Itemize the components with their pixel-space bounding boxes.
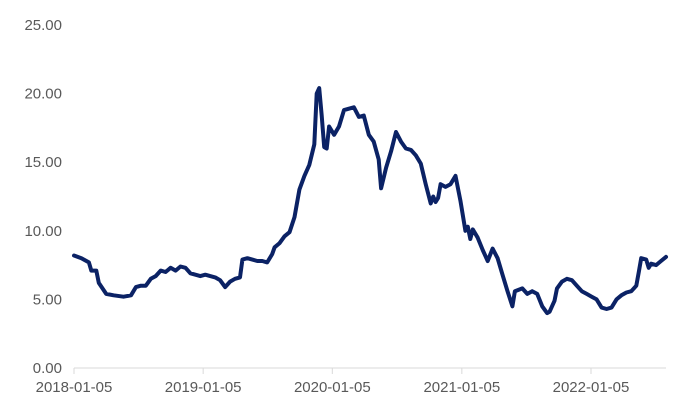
y-tick-label: 25.00 <box>24 17 62 34</box>
x-tick-label: 2020-01-05 <box>294 379 371 396</box>
y-axis-labels: 0.00 5.00 10.00 15.00 20.00 25.00 <box>24 17 62 377</box>
y-tick-label: 0.00 <box>33 360 62 377</box>
y-tick-label: 10.00 <box>24 223 62 240</box>
x-tick-label: 2018-01-05 <box>36 379 113 396</box>
y-tick-label: 20.00 <box>24 86 62 103</box>
x-axis-ticks <box>73 368 592 374</box>
y-tick-label: 5.00 <box>33 291 62 308</box>
x-axis-labels: 2018-01-05 2019-01-05 2020-01-05 2021-01-05… <box>36 379 630 396</box>
x-tick-label: 2019-01-05 <box>165 379 242 396</box>
x-tick-label: 2021-01-05 <box>423 379 500 396</box>
series-line <box>72 86 668 316</box>
series-group <box>72 86 668 316</box>
y-tick-label: 15.00 <box>24 154 62 171</box>
x-tick-label: 2022-01-05 <box>553 379 630 396</box>
